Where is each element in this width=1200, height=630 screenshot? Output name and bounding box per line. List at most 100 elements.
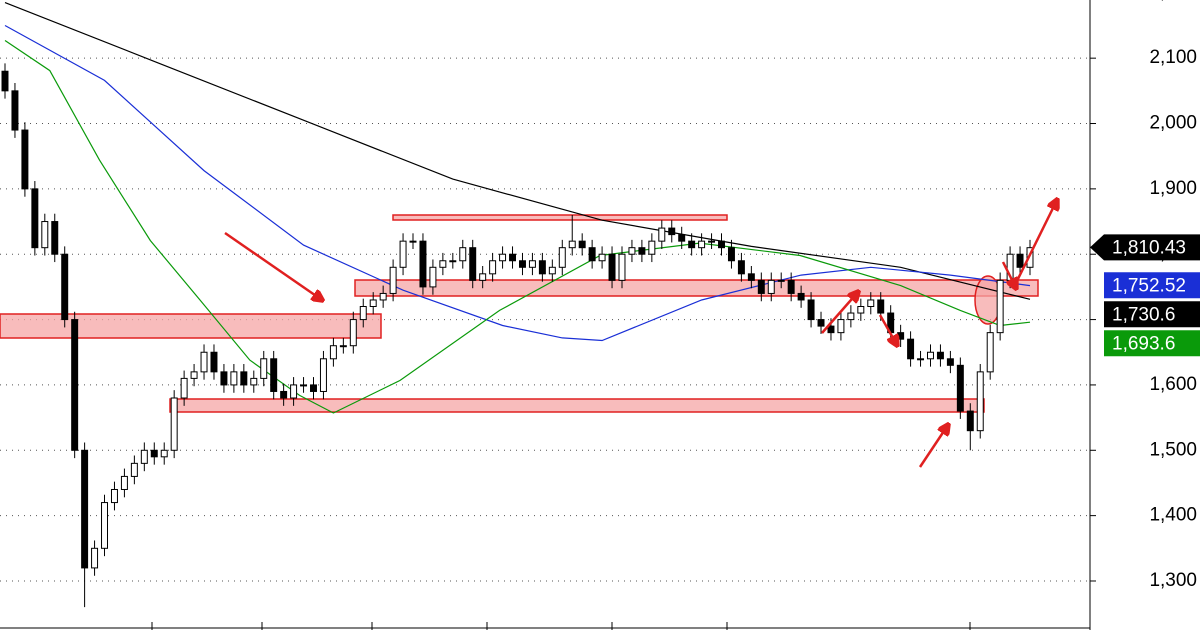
candle-body <box>986 332 994 373</box>
candle-body <box>479 273 487 281</box>
candle-body <box>11 90 19 131</box>
candle-body <box>747 273 755 281</box>
candle-body <box>578 240 586 249</box>
moving-average <box>4 40 1031 414</box>
candle-body <box>280 390 288 399</box>
candle-body <box>538 260 546 275</box>
candle-body <box>877 299 885 314</box>
candle-body <box>439 260 447 268</box>
candle-body <box>688 240 696 249</box>
candle-body <box>180 377 188 399</box>
candle-body <box>329 345 337 360</box>
candle-body <box>270 358 278 392</box>
candle-body <box>936 351 944 360</box>
candle-body <box>61 253 69 321</box>
candle-body <box>598 253 606 262</box>
candle-body <box>459 247 467 262</box>
price-tag-label: 1,693.6 <box>1112 333 1175 354</box>
candle-body <box>399 240 407 268</box>
price-tag-label: 1,730.6 <box>1112 304 1175 325</box>
y-tick-label: 1,500 <box>1149 439 1197 460</box>
candle-body <box>518 260 526 268</box>
candle-body <box>419 240 427 288</box>
candle-body <box>867 299 875 308</box>
candle-body <box>568 240 576 249</box>
candle-body <box>120 475 128 490</box>
moving-average <box>4 24 1031 342</box>
candle-body <box>628 247 636 255</box>
zone <box>354 279 1039 297</box>
candle-body <box>160 449 168 458</box>
candle-body <box>1 70 9 92</box>
candle-body <box>389 266 397 294</box>
candle-body <box>409 240 417 243</box>
moving-average <box>4 2 1031 300</box>
arrow <box>878 314 897 345</box>
price-tag <box>1104 330 1200 357</box>
candle-body <box>588 247 596 262</box>
candle-body <box>737 260 745 275</box>
axes <box>0 0 1091 630</box>
price-tag <box>1104 272 1200 299</box>
candle-body <box>827 325 835 334</box>
candle-body <box>319 358 327 392</box>
candle-body <box>618 253 626 281</box>
candle-body <box>757 279 765 294</box>
candle-body <box>429 266 437 288</box>
candle-body <box>608 253 616 281</box>
candle-body <box>469 247 477 281</box>
candle-body <box>300 384 308 387</box>
series <box>4 2 1031 414</box>
candle-body <box>727 247 735 262</box>
price-tag <box>1104 301 1200 328</box>
candle-body <box>101 502 109 549</box>
price-tag-label: 1,752.52 <box>1112 275 1186 296</box>
candle-body <box>220 371 228 386</box>
zone <box>169 398 985 413</box>
candle-body <box>807 299 815 321</box>
candle-body <box>310 384 317 392</box>
candle-body <box>946 358 954 366</box>
price-tag-label: 1,810.43 <box>1112 237 1186 258</box>
candle-body <box>837 319 845 334</box>
candle-body <box>718 240 725 249</box>
candles <box>1 63 1034 608</box>
y-tick-label: 2,100 <box>1149 47 1197 68</box>
annotations <box>0 214 1039 413</box>
candle-body <box>369 299 377 308</box>
candle-body <box>379 292 387 301</box>
candle-body <box>349 319 357 347</box>
arrow <box>224 231 322 300</box>
candle-body <box>230 371 238 386</box>
candle-body <box>290 384 298 399</box>
y-tick-label: 2,000 <box>1149 113 1197 134</box>
candle-body <box>708 240 716 243</box>
candle-body <box>528 260 536 268</box>
candle-body <box>907 338 915 360</box>
candle-body <box>638 247 646 255</box>
price-tags: 1,810.43 1,752.52 1,730.6 1,693.6 <box>1090 234 1200 357</box>
candle-body <box>857 306 865 314</box>
candle-body <box>917 358 925 361</box>
candle-body <box>190 371 198 379</box>
candle-body <box>260 358 268 379</box>
arrows <box>224 200 1057 468</box>
candle-body <box>966 410 974 432</box>
arrow <box>1001 261 1016 288</box>
candle-body <box>927 351 934 360</box>
candle-body <box>698 240 706 249</box>
candle-body <box>140 449 148 464</box>
candle-body <box>210 351 218 373</box>
candle-body <box>817 319 825 327</box>
candle-body <box>170 397 178 451</box>
candle-body <box>678 234 686 242</box>
candle-body <box>1026 247 1034 268</box>
candle-body <box>797 292 805 301</box>
candle-body <box>71 319 79 451</box>
candle-body <box>489 260 497 275</box>
y-tick-label: 1,600 <box>1149 374 1197 395</box>
y-tick-label: 1,300 <box>1149 570 1197 591</box>
candle-body <box>1016 253 1024 268</box>
candle-body <box>996 279 1004 334</box>
